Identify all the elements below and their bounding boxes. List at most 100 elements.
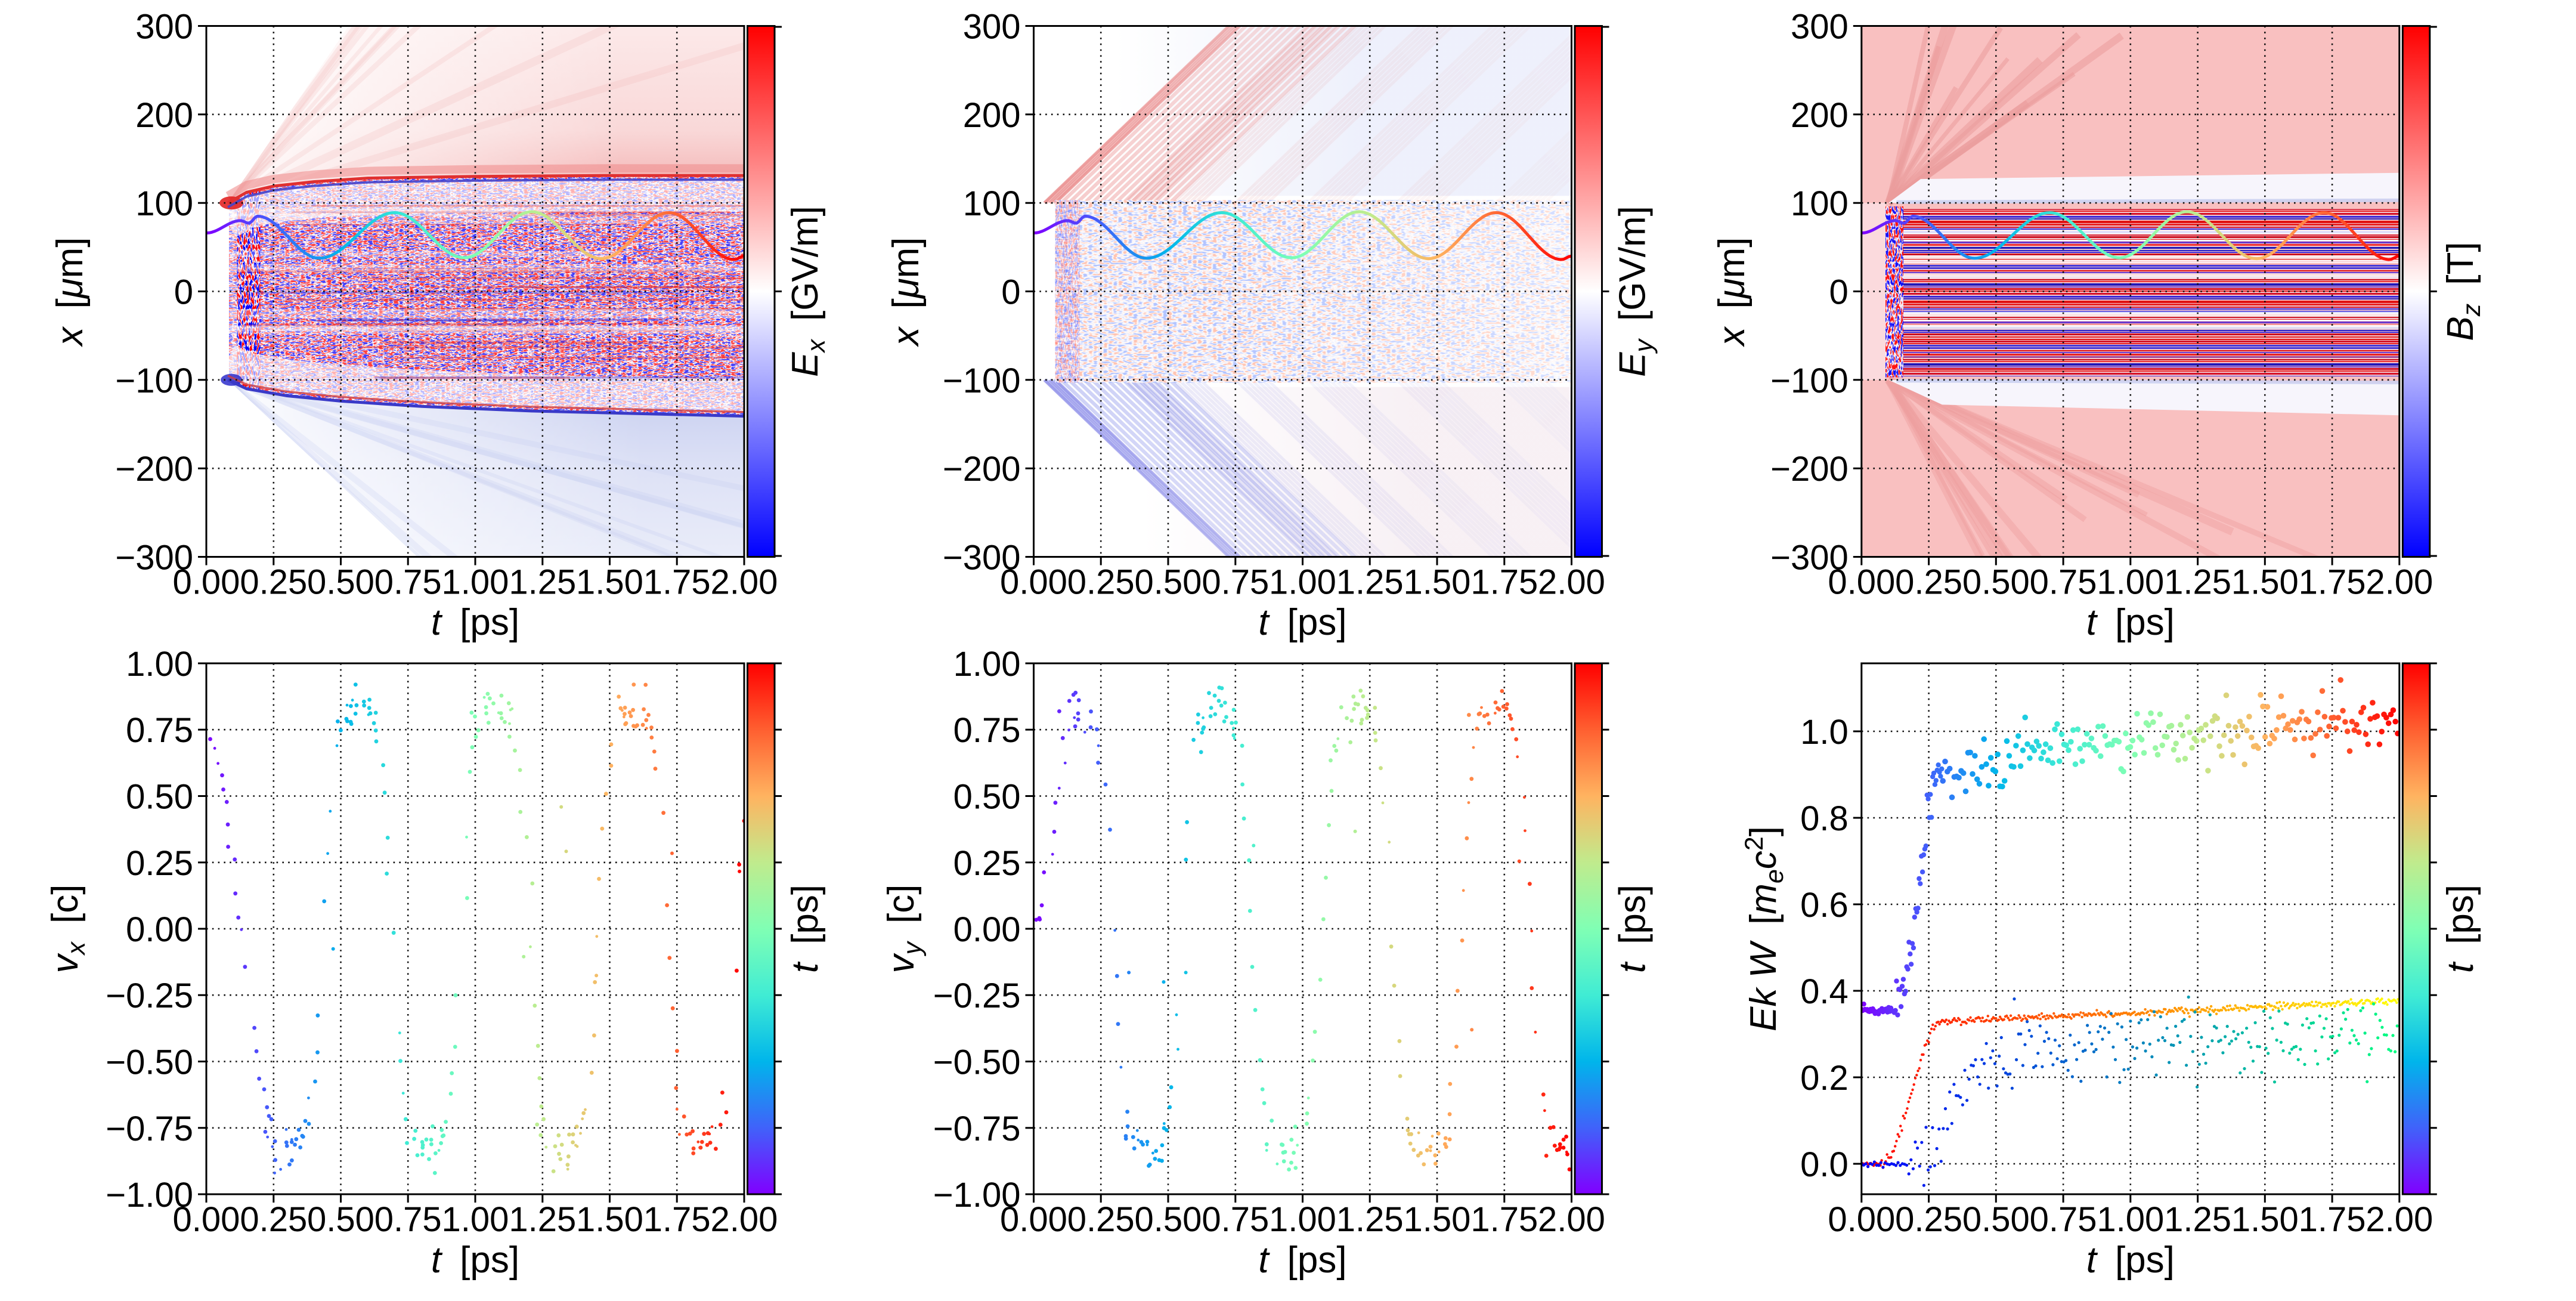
svg-text:0.00: 0.00 <box>1828 563 1895 602</box>
svg-text:t [ps]: t [ps] <box>2440 885 2481 973</box>
svg-text:Bz [T]: Bz [T] <box>2440 242 2486 341</box>
svg-text:0.25: 0.25 <box>126 844 193 883</box>
svg-text:t [ps]: t [ps] <box>431 1240 519 1281</box>
svg-text:0.75: 0.75 <box>2030 1200 2097 1239</box>
svg-text:1.75: 1.75 <box>2299 1200 2366 1239</box>
svg-text:−200: −200 <box>1770 450 1849 489</box>
svg-text:0.4: 0.4 <box>1800 972 1849 1011</box>
svg-text:t [ps]: t [ps] <box>785 885 826 973</box>
svg-text:1.75: 1.75 <box>1470 563 1538 602</box>
svg-text:0.6: 0.6 <box>1800 886 1849 925</box>
svg-text:200: 200 <box>135 96 193 135</box>
svg-text:0.00: 0.00 <box>173 563 240 602</box>
svg-text:1.00: 1.00 <box>442 1200 509 1239</box>
svg-text:t [ps]: t [ps] <box>2086 1240 2175 1281</box>
svg-text:0.75: 0.75 <box>126 711 193 750</box>
svg-text:x [μm]: x [μm] <box>1711 237 1753 347</box>
svg-text:t [ps]: t [ps] <box>1258 1240 1346 1281</box>
svg-text:0.25: 0.25 <box>240 1200 307 1239</box>
svg-text:1.75: 1.75 <box>643 563 711 602</box>
svg-text:−300: −300 <box>943 539 1021 577</box>
svg-text:1.00: 1.00 <box>2097 563 2164 602</box>
svg-text:−300: −300 <box>115 539 193 577</box>
svg-text:100: 100 <box>1791 184 1849 223</box>
svg-text:0.25: 0.25 <box>240 563 307 602</box>
svg-text:2.00: 2.00 <box>2366 1200 2433 1239</box>
svg-text:1.0: 1.0 <box>1800 713 1849 752</box>
svg-text:0.00: 0.00 <box>953 910 1021 949</box>
svg-text:vx [c]: vx [c] <box>45 885 91 974</box>
svg-text:−1.00: −1.00 <box>933 1176 1021 1215</box>
svg-text:1.00: 1.00 <box>442 563 509 602</box>
svg-text:300: 300 <box>1791 8 1849 47</box>
svg-text:0.50: 0.50 <box>307 1200 374 1239</box>
svg-text:1.50: 1.50 <box>1404 563 1471 602</box>
svg-text:0: 0 <box>174 273 193 312</box>
svg-text:x [μm]: x [μm] <box>886 237 927 347</box>
svg-text:0.2: 0.2 <box>1800 1059 1849 1098</box>
svg-text:−0.50: −0.50 <box>933 1043 1021 1082</box>
svg-text:0.50: 0.50 <box>126 778 193 817</box>
svg-text:−200: −200 <box>115 450 193 489</box>
svg-text:0.75: 0.75 <box>1202 1200 1269 1239</box>
svg-text:1.75: 1.75 <box>2299 563 2366 602</box>
svg-text:Ek W [mec2]: Ek W [mec2] <box>1740 826 1789 1031</box>
svg-text:0.75: 0.75 <box>953 711 1021 750</box>
svg-text:t [ps]: t [ps] <box>1612 885 1654 973</box>
svg-text:1.25: 1.25 <box>509 563 576 602</box>
svg-text:1.25: 1.25 <box>2164 563 2231 602</box>
svg-text:Ey [GV/m]: Ey [GV/m] <box>1612 206 1658 377</box>
svg-text:t [ps]: t [ps] <box>2086 602 2175 643</box>
svg-text:−300: −300 <box>1770 539 1849 577</box>
svg-text:−100: −100 <box>1770 361 1849 400</box>
svg-text:t [ps]: t [ps] <box>431 602 519 643</box>
svg-text:1.50: 1.50 <box>576 563 643 602</box>
svg-text:1.50: 1.50 <box>576 1200 643 1239</box>
svg-text:1.50: 1.50 <box>2231 563 2299 602</box>
svg-text:t [ps]: t [ps] <box>1258 602 1346 643</box>
svg-text:0: 0 <box>1829 273 1849 312</box>
svg-text:0.00: 0.00 <box>126 910 193 949</box>
svg-text:−200: −200 <box>943 450 1021 489</box>
svg-text:0.25: 0.25 <box>1067 1200 1135 1239</box>
svg-text:100: 100 <box>963 184 1021 223</box>
svg-text:0.25: 0.25 <box>1895 563 1962 602</box>
svg-text:0.00: 0.00 <box>1000 1200 1067 1239</box>
svg-text:−0.50: −0.50 <box>106 1043 193 1082</box>
svg-text:0.50: 0.50 <box>1135 563 1202 602</box>
svg-text:0: 0 <box>1001 273 1020 312</box>
svg-text:−100: −100 <box>943 361 1021 400</box>
svg-text:x [μm]: x [μm] <box>49 237 91 347</box>
svg-text:1.75: 1.75 <box>1470 1200 1538 1239</box>
svg-text:1.00: 1.00 <box>953 645 1021 684</box>
svg-text:300: 300 <box>963 8 1021 47</box>
svg-text:1.25: 1.25 <box>509 1200 576 1239</box>
svg-text:300: 300 <box>135 8 193 47</box>
svg-text:2.00: 2.00 <box>1538 1200 1605 1239</box>
svg-text:1.25: 1.25 <box>2164 1200 2231 1239</box>
svg-text:2.00: 2.00 <box>711 1200 778 1239</box>
svg-text:−0.25: −0.25 <box>106 976 193 1015</box>
svg-text:2.00: 2.00 <box>1538 563 1605 602</box>
svg-text:0.25: 0.25 <box>1067 563 1135 602</box>
svg-text:−0.75: −0.75 <box>933 1110 1021 1148</box>
svg-text:0.00: 0.00 <box>1828 1200 1895 1239</box>
svg-text:0.50: 0.50 <box>1135 1200 1202 1239</box>
svg-text:0.25: 0.25 <box>1895 1200 1962 1239</box>
svg-text:0.75: 0.75 <box>1202 563 1269 602</box>
svg-text:200: 200 <box>963 96 1021 135</box>
svg-text:1.00: 1.00 <box>1269 1200 1336 1239</box>
svg-text:−0.25: −0.25 <box>933 976 1021 1015</box>
svg-text:0.50: 0.50 <box>1962 563 2030 602</box>
svg-text:0.00: 0.00 <box>173 1200 240 1239</box>
svg-text:0.00: 0.00 <box>1000 563 1067 602</box>
svg-text:0.50: 0.50 <box>953 778 1021 817</box>
svg-text:−0.75: −0.75 <box>106 1110 193 1148</box>
svg-text:1.00: 1.00 <box>1269 563 1336 602</box>
svg-text:100: 100 <box>135 184 193 223</box>
svg-text:1.50: 1.50 <box>2231 1200 2299 1239</box>
svg-text:1.00: 1.00 <box>2097 1200 2164 1239</box>
svg-text:1.25: 1.25 <box>1336 563 1404 602</box>
svg-text:2.00: 2.00 <box>711 563 778 602</box>
svg-text:1.50: 1.50 <box>1404 1200 1471 1239</box>
